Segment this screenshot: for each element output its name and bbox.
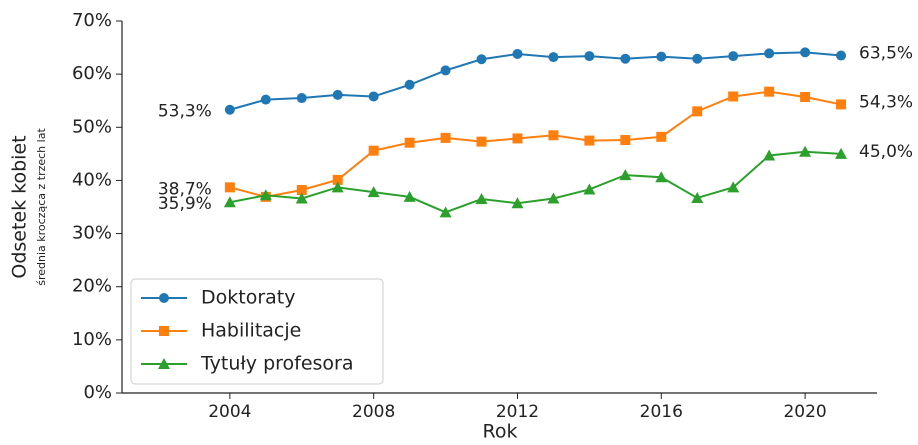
point xyxy=(835,147,848,159)
point xyxy=(763,149,776,161)
point xyxy=(728,91,739,102)
point xyxy=(367,186,380,198)
point xyxy=(476,136,487,147)
point xyxy=(403,190,416,202)
x-axis-label: Rok xyxy=(483,421,518,442)
point xyxy=(583,183,596,195)
point xyxy=(584,135,595,146)
point xyxy=(224,104,235,115)
point xyxy=(692,53,703,64)
point xyxy=(439,206,452,218)
point xyxy=(547,192,560,204)
series-line xyxy=(229,90,842,198)
value-label: 45,0% xyxy=(859,142,913,162)
y-tick-label: 20% xyxy=(72,276,112,297)
point xyxy=(332,174,343,185)
point xyxy=(656,51,667,62)
point xyxy=(404,79,415,90)
point xyxy=(727,181,740,193)
point xyxy=(224,182,235,193)
y-tick-label: 50% xyxy=(72,116,112,137)
x-tick-label: 2016 xyxy=(640,402,683,422)
legend-label: Tytuły profesora xyxy=(200,353,354,375)
x-tick-label: 2004 xyxy=(208,402,251,422)
point xyxy=(159,326,169,336)
point xyxy=(764,48,775,59)
point xyxy=(368,91,379,102)
series-line xyxy=(229,150,842,214)
point xyxy=(475,193,488,205)
point xyxy=(511,197,524,209)
y-tick-label: 70% xyxy=(72,10,112,31)
value-label: 53,3% xyxy=(158,102,212,122)
point xyxy=(331,181,344,193)
point xyxy=(692,106,703,117)
point xyxy=(404,137,415,148)
point xyxy=(260,94,271,105)
point xyxy=(619,169,632,181)
point xyxy=(764,86,775,97)
point xyxy=(295,192,308,204)
legend-label: Habilitacje xyxy=(201,320,301,342)
point xyxy=(800,91,811,102)
value-label: 54,3% xyxy=(859,92,913,112)
series-line xyxy=(229,51,842,111)
point xyxy=(836,99,847,110)
point xyxy=(296,93,307,104)
point xyxy=(259,189,272,201)
value-label: 38,7% xyxy=(158,179,212,199)
point xyxy=(584,51,595,62)
value-label: 35,9% xyxy=(158,194,212,214)
point xyxy=(512,133,523,144)
point xyxy=(158,358,170,369)
point xyxy=(368,145,379,156)
point xyxy=(620,53,631,64)
point xyxy=(655,171,668,183)
y-tick-label: 40% xyxy=(72,169,112,190)
point xyxy=(476,54,487,65)
point xyxy=(620,135,631,146)
point xyxy=(440,132,451,143)
point xyxy=(332,89,343,100)
point xyxy=(800,47,811,58)
value-label: 63,5% xyxy=(859,44,913,64)
point xyxy=(440,65,451,76)
x-tick-label: 2012 xyxy=(496,402,539,422)
point xyxy=(656,131,667,142)
point xyxy=(691,191,704,203)
point xyxy=(512,48,523,59)
y-axis-sublabel: średnia krocząca z trzech lat xyxy=(35,128,48,286)
point xyxy=(159,293,169,303)
point xyxy=(548,130,559,141)
point xyxy=(836,50,847,61)
y-tick-label: 60% xyxy=(72,63,112,84)
point xyxy=(223,196,236,208)
y-tick-label: 10% xyxy=(72,329,112,350)
y-axis-label: Odsetek kobiet xyxy=(9,135,31,278)
y-tick-label: 0% xyxy=(83,382,112,403)
point xyxy=(799,145,812,157)
point xyxy=(548,52,559,63)
x-tick-label: 2008 xyxy=(352,402,395,422)
point xyxy=(728,51,739,62)
x-tick-label: 2020 xyxy=(783,402,826,422)
y-tick-label: 30% xyxy=(72,223,112,244)
legend-label: Doktoraty xyxy=(201,287,295,309)
point xyxy=(296,184,307,195)
legend-box xyxy=(130,278,384,385)
